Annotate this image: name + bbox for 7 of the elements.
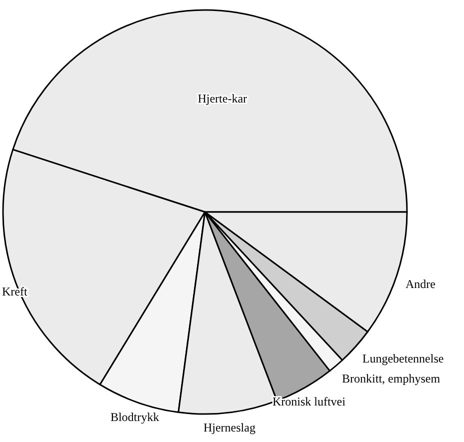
slice-label: Lungebetennelse (362, 352, 444, 366)
slice-label: Hjerte-kar (198, 91, 248, 106)
slice-label: Hjerneslag (203, 420, 256, 435)
slice-label: Bronkitt, emphysem (342, 371, 441, 386)
slice-label: Kronisk luftvei (272, 394, 346, 409)
slice-label: Blodtrykk (110, 410, 160, 424)
slice-label: Andre (405, 276, 436, 291)
